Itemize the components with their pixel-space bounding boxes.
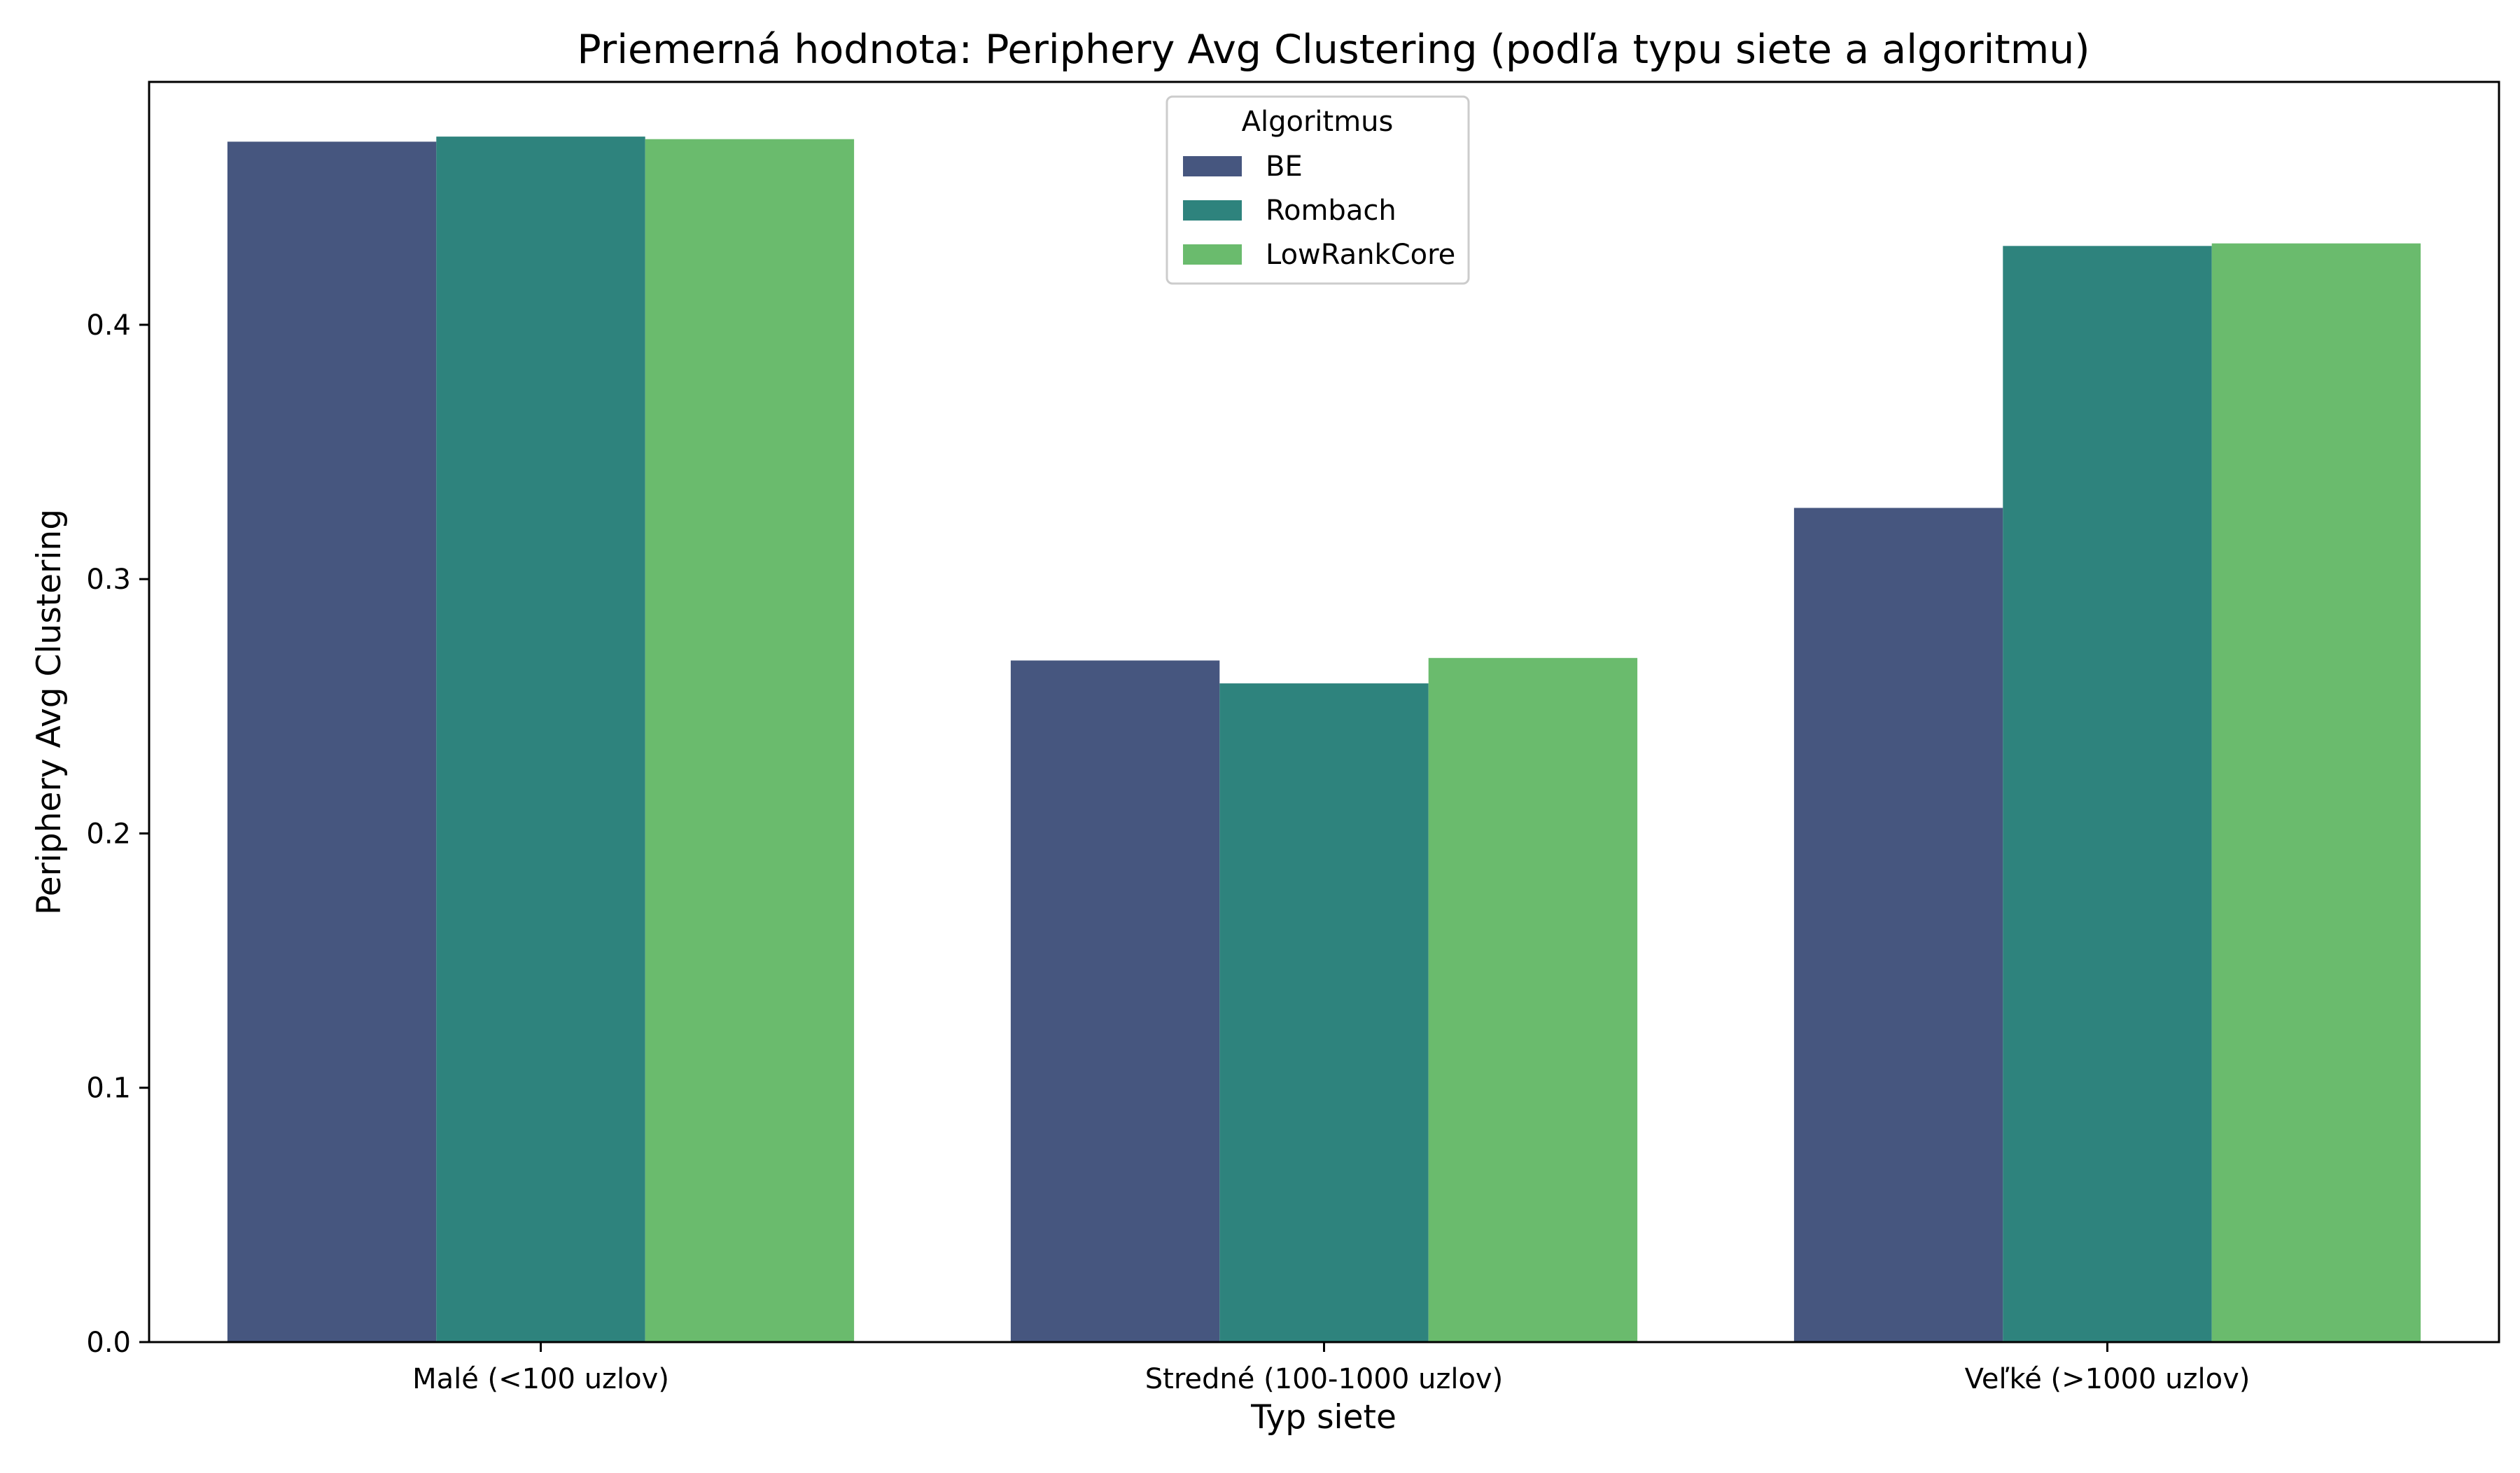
y-axis: 0.0 0.1 0.2 0.3 0.4 <box>86 309 149 1359</box>
legend-label-be: BE <box>1266 151 1303 183</box>
bar-lowrankcore-0 <box>645 139 855 1343</box>
chart-title: Priemerná hodnota: Periphery Avg Cluster… <box>577 27 2090 73</box>
legend-box <box>1166 95 1470 285</box>
legend-swatch-be <box>1183 156 1242 176</box>
legend-swatch-rombach <box>1183 200 1242 221</box>
legend-label-rombach: Rombach <box>1266 195 1396 227</box>
x-tick-label: Malé (<100 uzlov) <box>412 1363 669 1395</box>
bar-rombach-1 <box>1219 683 1429 1342</box>
legend-title: Algoritmus <box>1242 106 1394 138</box>
bar-rombach-0 <box>436 137 645 1343</box>
bar-rombach-2 <box>2003 246 2212 1342</box>
bar-be-0 <box>227 141 437 1343</box>
y-axis-label: Periphery Avg Clustering <box>30 509 69 915</box>
bars-layer <box>227 137 2421 1343</box>
x-tick-label: Stredné (100-1000 uzlov) <box>1145 1363 1503 1395</box>
legend-label-lowrankcore: LowRankCore <box>1266 239 1455 271</box>
legend-swatch-lowrankcore <box>1183 244 1242 265</box>
bar-lowrankcore-2 <box>2211 243 2421 1343</box>
y-tick-label: 0.4 <box>86 309 131 342</box>
y-tick-label: 0.1 <box>86 1073 131 1105</box>
bar-be-1 <box>1010 660 1220 1342</box>
y-tick-label: 0.2 <box>86 818 131 850</box>
legend: Algoritmus BE Rombach LowRankCore <box>1166 95 1470 285</box>
bar-be-2 <box>1793 508 2003 1342</box>
y-tick-label: 0.3 <box>86 564 131 596</box>
bar-lowrankcore-1 <box>1428 657 1638 1342</box>
x-axis-label: Typ siete <box>1250 1398 1396 1437</box>
x-axis: Malé (<100 uzlov) Stredné (100-1000 uzlov… <box>412 1342 2250 1395</box>
x-tick-label: Veľké (>1000 uzlov) <box>1965 1363 2250 1395</box>
y-tick-label: 0.0 <box>86 1327 131 1359</box>
